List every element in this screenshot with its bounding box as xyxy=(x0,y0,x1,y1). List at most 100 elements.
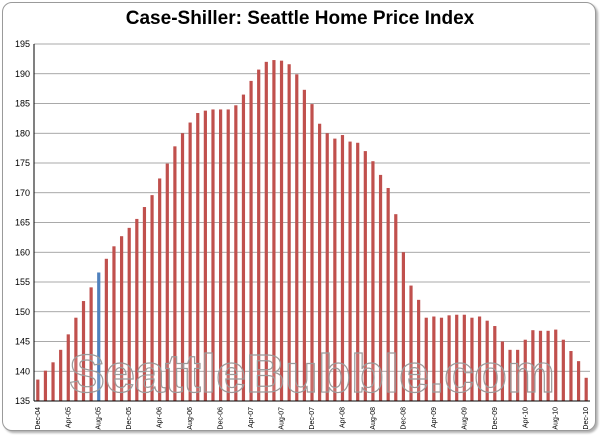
x-tick-label: Dec-06 xyxy=(218,407,225,430)
bar xyxy=(508,349,512,401)
bar xyxy=(36,379,40,401)
bar xyxy=(219,109,223,401)
bar xyxy=(66,334,70,401)
bar xyxy=(477,316,482,401)
x-tick-label: Dec-09 xyxy=(492,407,499,430)
bar xyxy=(462,314,466,401)
bar xyxy=(386,187,390,401)
bar xyxy=(576,361,581,401)
bar xyxy=(264,61,268,401)
y-tick-labels: 135 140 145 150 155 160 165 170 175 180 185 190 195 xyxy=(15,39,30,406)
bar xyxy=(226,109,230,401)
bar xyxy=(546,330,550,401)
y-tick-label: 165 xyxy=(15,218,30,228)
y-tick-label: 180 xyxy=(15,128,30,138)
axes xyxy=(33,44,590,402)
bar xyxy=(89,287,93,401)
bar xyxy=(112,246,116,401)
bar xyxy=(173,146,177,401)
bar xyxy=(257,69,261,401)
y-tick-label: 135 xyxy=(15,396,30,406)
y-tick-label: 160 xyxy=(15,247,30,257)
x-tick-label: Dec-10 xyxy=(583,407,590,430)
bar xyxy=(196,113,200,402)
bar xyxy=(127,227,131,401)
x-tick-label: Aug-05 xyxy=(96,407,103,430)
bar xyxy=(348,141,352,401)
bar xyxy=(59,349,63,401)
bar xyxy=(150,195,154,401)
y-tick-label: 150 xyxy=(15,307,30,317)
bar xyxy=(119,236,124,401)
bar xyxy=(74,317,78,401)
bar xyxy=(97,272,101,401)
bar xyxy=(310,104,314,401)
bars xyxy=(36,60,588,402)
bar xyxy=(493,326,497,401)
x-tick-label: Dec-08 xyxy=(400,407,407,430)
bar xyxy=(378,174,383,401)
bar xyxy=(363,151,367,401)
bar xyxy=(302,89,306,401)
bar xyxy=(188,122,192,401)
x-tick-label: Dec-04 xyxy=(35,407,42,430)
x-tick-label: Apr-08 xyxy=(339,407,346,428)
bar xyxy=(318,123,322,401)
bar xyxy=(272,60,276,402)
bar xyxy=(439,317,444,401)
bar xyxy=(180,133,185,401)
bar xyxy=(356,142,360,401)
x-tick-label: Dec-07 xyxy=(309,407,316,430)
bar xyxy=(165,163,169,401)
bar xyxy=(531,330,535,401)
y-tick-label: 170 xyxy=(15,188,30,198)
x-tick-label: Apr-10 xyxy=(522,407,529,428)
bar xyxy=(554,329,558,401)
bar xyxy=(295,74,299,401)
bar xyxy=(81,301,86,401)
bar xyxy=(241,94,246,401)
bar xyxy=(569,351,573,401)
bar xyxy=(158,178,162,401)
x-tick-label: Dec-05 xyxy=(126,407,133,430)
bar xyxy=(340,135,345,402)
bar xyxy=(417,299,421,401)
bar xyxy=(287,64,291,401)
bar xyxy=(500,341,505,401)
y-tick-label: 185 xyxy=(15,99,30,109)
bar xyxy=(584,377,588,401)
bar xyxy=(401,252,405,401)
x-tick-label: Apr-07 xyxy=(248,407,255,428)
bar xyxy=(51,362,55,401)
y-tick-label: 140 xyxy=(15,366,30,376)
y-tick-label: 155 xyxy=(15,277,30,287)
x-tick-label: Aug-07 xyxy=(279,407,286,430)
bar xyxy=(203,110,207,401)
y-tick-label: 145 xyxy=(15,337,30,347)
bar xyxy=(538,330,543,401)
bar xyxy=(455,314,459,401)
x-tick-label: Aug-09 xyxy=(461,407,468,430)
bar xyxy=(371,161,375,401)
bar xyxy=(409,285,413,401)
bar xyxy=(516,349,520,401)
y-tick-label: 175 xyxy=(15,158,30,168)
chart-title: Case-Shiller: Seattle Home Price Index xyxy=(125,8,475,29)
bar xyxy=(394,214,398,401)
x-tick-label: Apr-06 xyxy=(157,407,164,428)
bar xyxy=(470,317,474,401)
y-tick-label: 190 xyxy=(15,69,30,79)
x-tick-label: Apr-05 xyxy=(65,407,72,428)
bar xyxy=(142,207,147,401)
bar xyxy=(485,320,489,401)
bar xyxy=(447,315,451,401)
watermark-text: SeattleBubble.com xyxy=(69,344,555,404)
bar xyxy=(561,339,565,401)
x-tick-label: Aug-06 xyxy=(187,407,194,430)
bar xyxy=(135,218,139,401)
bar xyxy=(234,105,238,401)
bar xyxy=(211,109,215,401)
bar xyxy=(279,60,284,401)
bar xyxy=(432,316,436,401)
